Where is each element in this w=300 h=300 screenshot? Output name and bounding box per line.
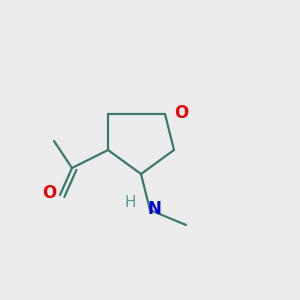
- Text: O: O: [174, 103, 189, 122]
- Text: O: O: [42, 184, 57, 202]
- Text: N: N: [148, 200, 161, 217]
- Text: H: H: [125, 195, 136, 210]
